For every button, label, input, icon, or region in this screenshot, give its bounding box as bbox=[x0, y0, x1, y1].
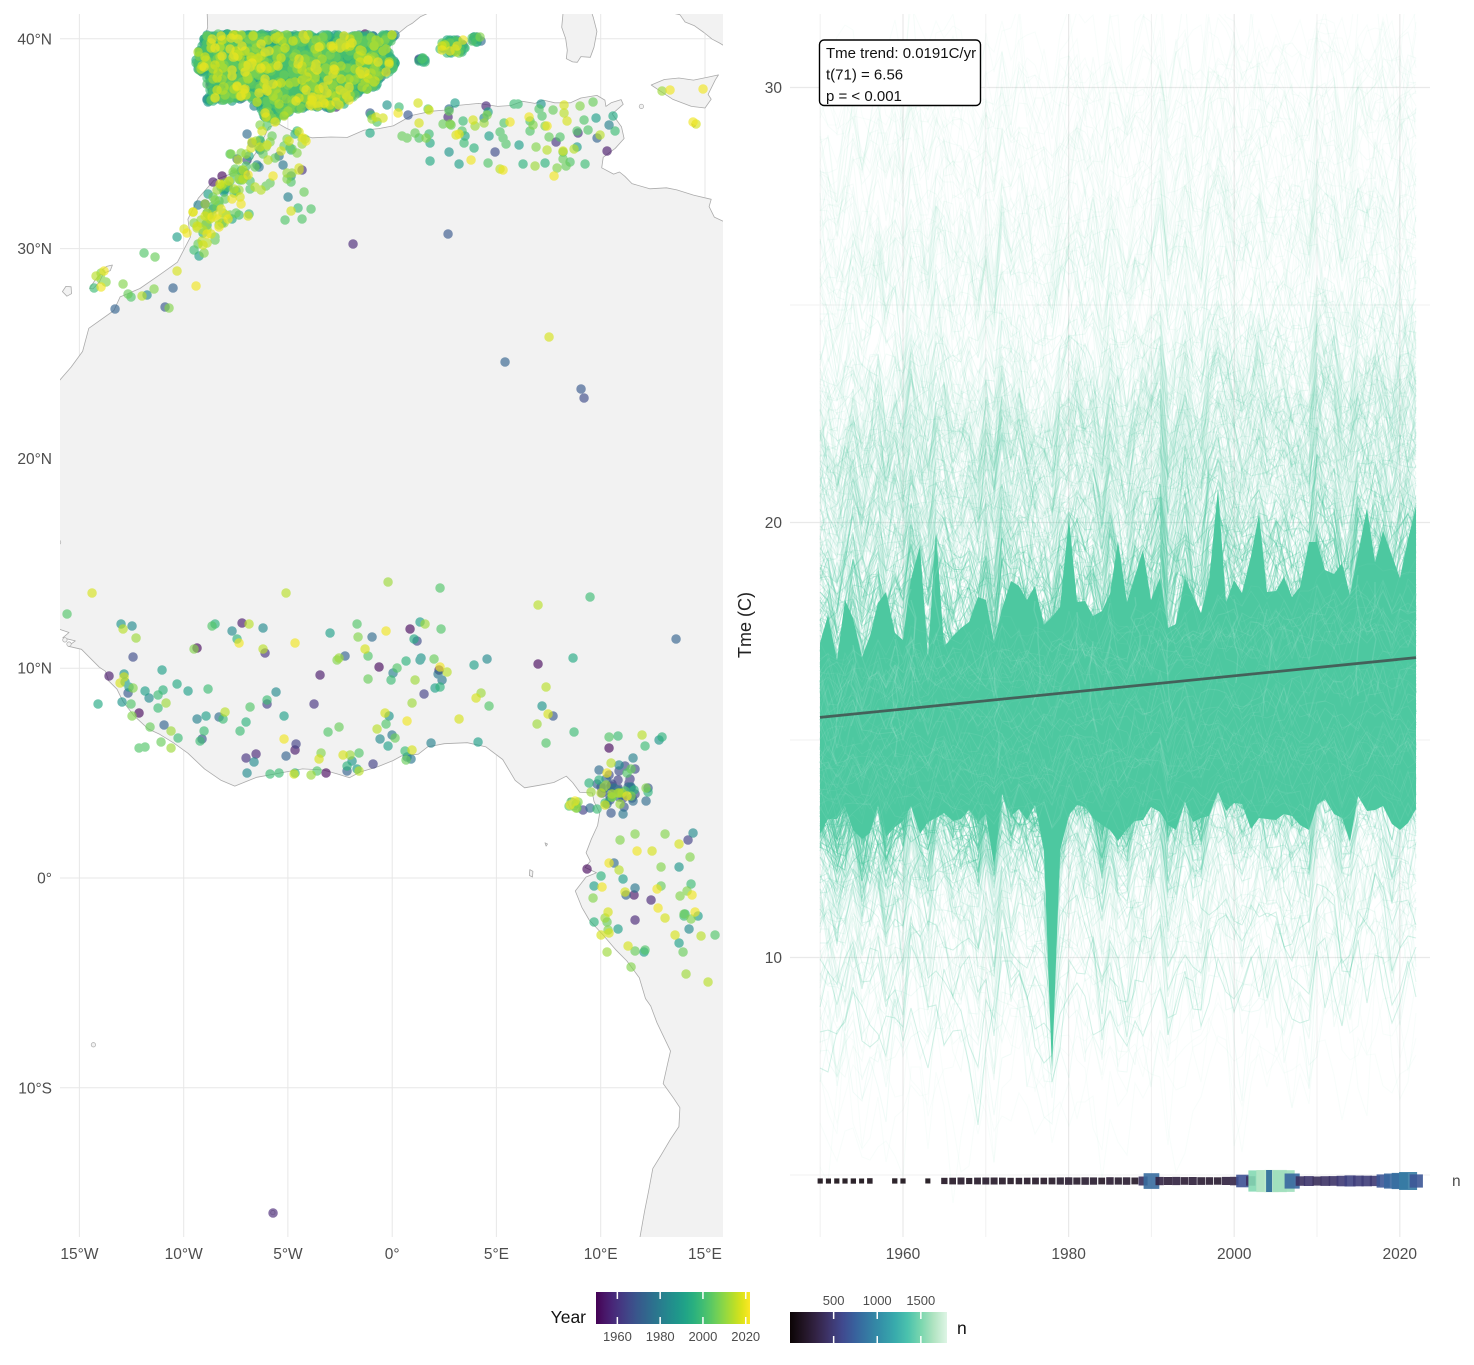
svg-text:5°W: 5°W bbox=[273, 1246, 303, 1263]
svg-text:2000: 2000 bbox=[688, 1329, 717, 1344]
svg-text:20°N: 20°N bbox=[17, 451, 52, 468]
svg-text:1500: 1500 bbox=[906, 1293, 935, 1308]
svg-text:500: 500 bbox=[823, 1293, 845, 1308]
svg-text:2020: 2020 bbox=[731, 1329, 760, 1344]
svg-text:30°N: 30°N bbox=[17, 241, 52, 258]
svg-text:10°S: 10°S bbox=[18, 1080, 52, 1097]
svg-text:10°W: 10°W bbox=[165, 1246, 203, 1263]
svg-text:10: 10 bbox=[765, 950, 783, 967]
svg-text:0°: 0° bbox=[37, 871, 52, 888]
svg-text:2020: 2020 bbox=[1383, 1246, 1418, 1263]
svg-text:1980: 1980 bbox=[1051, 1246, 1086, 1263]
svg-text:30: 30 bbox=[765, 80, 783, 97]
svg-text:n: n bbox=[957, 1318, 967, 1338]
svg-text:Year: Year bbox=[551, 1307, 587, 1327]
svg-text:15°E: 15°E bbox=[688, 1246, 722, 1263]
svg-text:10°E: 10°E bbox=[584, 1246, 618, 1263]
svg-text:40°N: 40°N bbox=[17, 31, 52, 48]
svg-text:0°: 0° bbox=[385, 1246, 400, 1263]
svg-text:15°W: 15°W bbox=[60, 1246, 98, 1263]
svg-text:5°E: 5°E bbox=[484, 1246, 509, 1263]
svg-text:Tme (C): Tme (C) bbox=[735, 592, 755, 658]
svg-text:1000: 1000 bbox=[863, 1293, 892, 1308]
svg-text:20: 20 bbox=[765, 515, 783, 532]
svg-text:t(71) = 6.56: t(71) = 6.56 bbox=[826, 67, 903, 84]
svg-text:10°N: 10°N bbox=[17, 661, 52, 678]
svg-text:Tme trend: 0.0191C/yr: Tme trend: 0.0191C/yr bbox=[826, 45, 976, 62]
svg-text:p = < 0.001: p = < 0.001 bbox=[826, 88, 902, 105]
svg-text:1960: 1960 bbox=[603, 1329, 632, 1344]
svg-text:n: n bbox=[1452, 1173, 1461, 1190]
svg-text:1960: 1960 bbox=[886, 1246, 921, 1263]
svg-text:2000: 2000 bbox=[1217, 1246, 1252, 1263]
svg-text:1980: 1980 bbox=[646, 1329, 675, 1344]
